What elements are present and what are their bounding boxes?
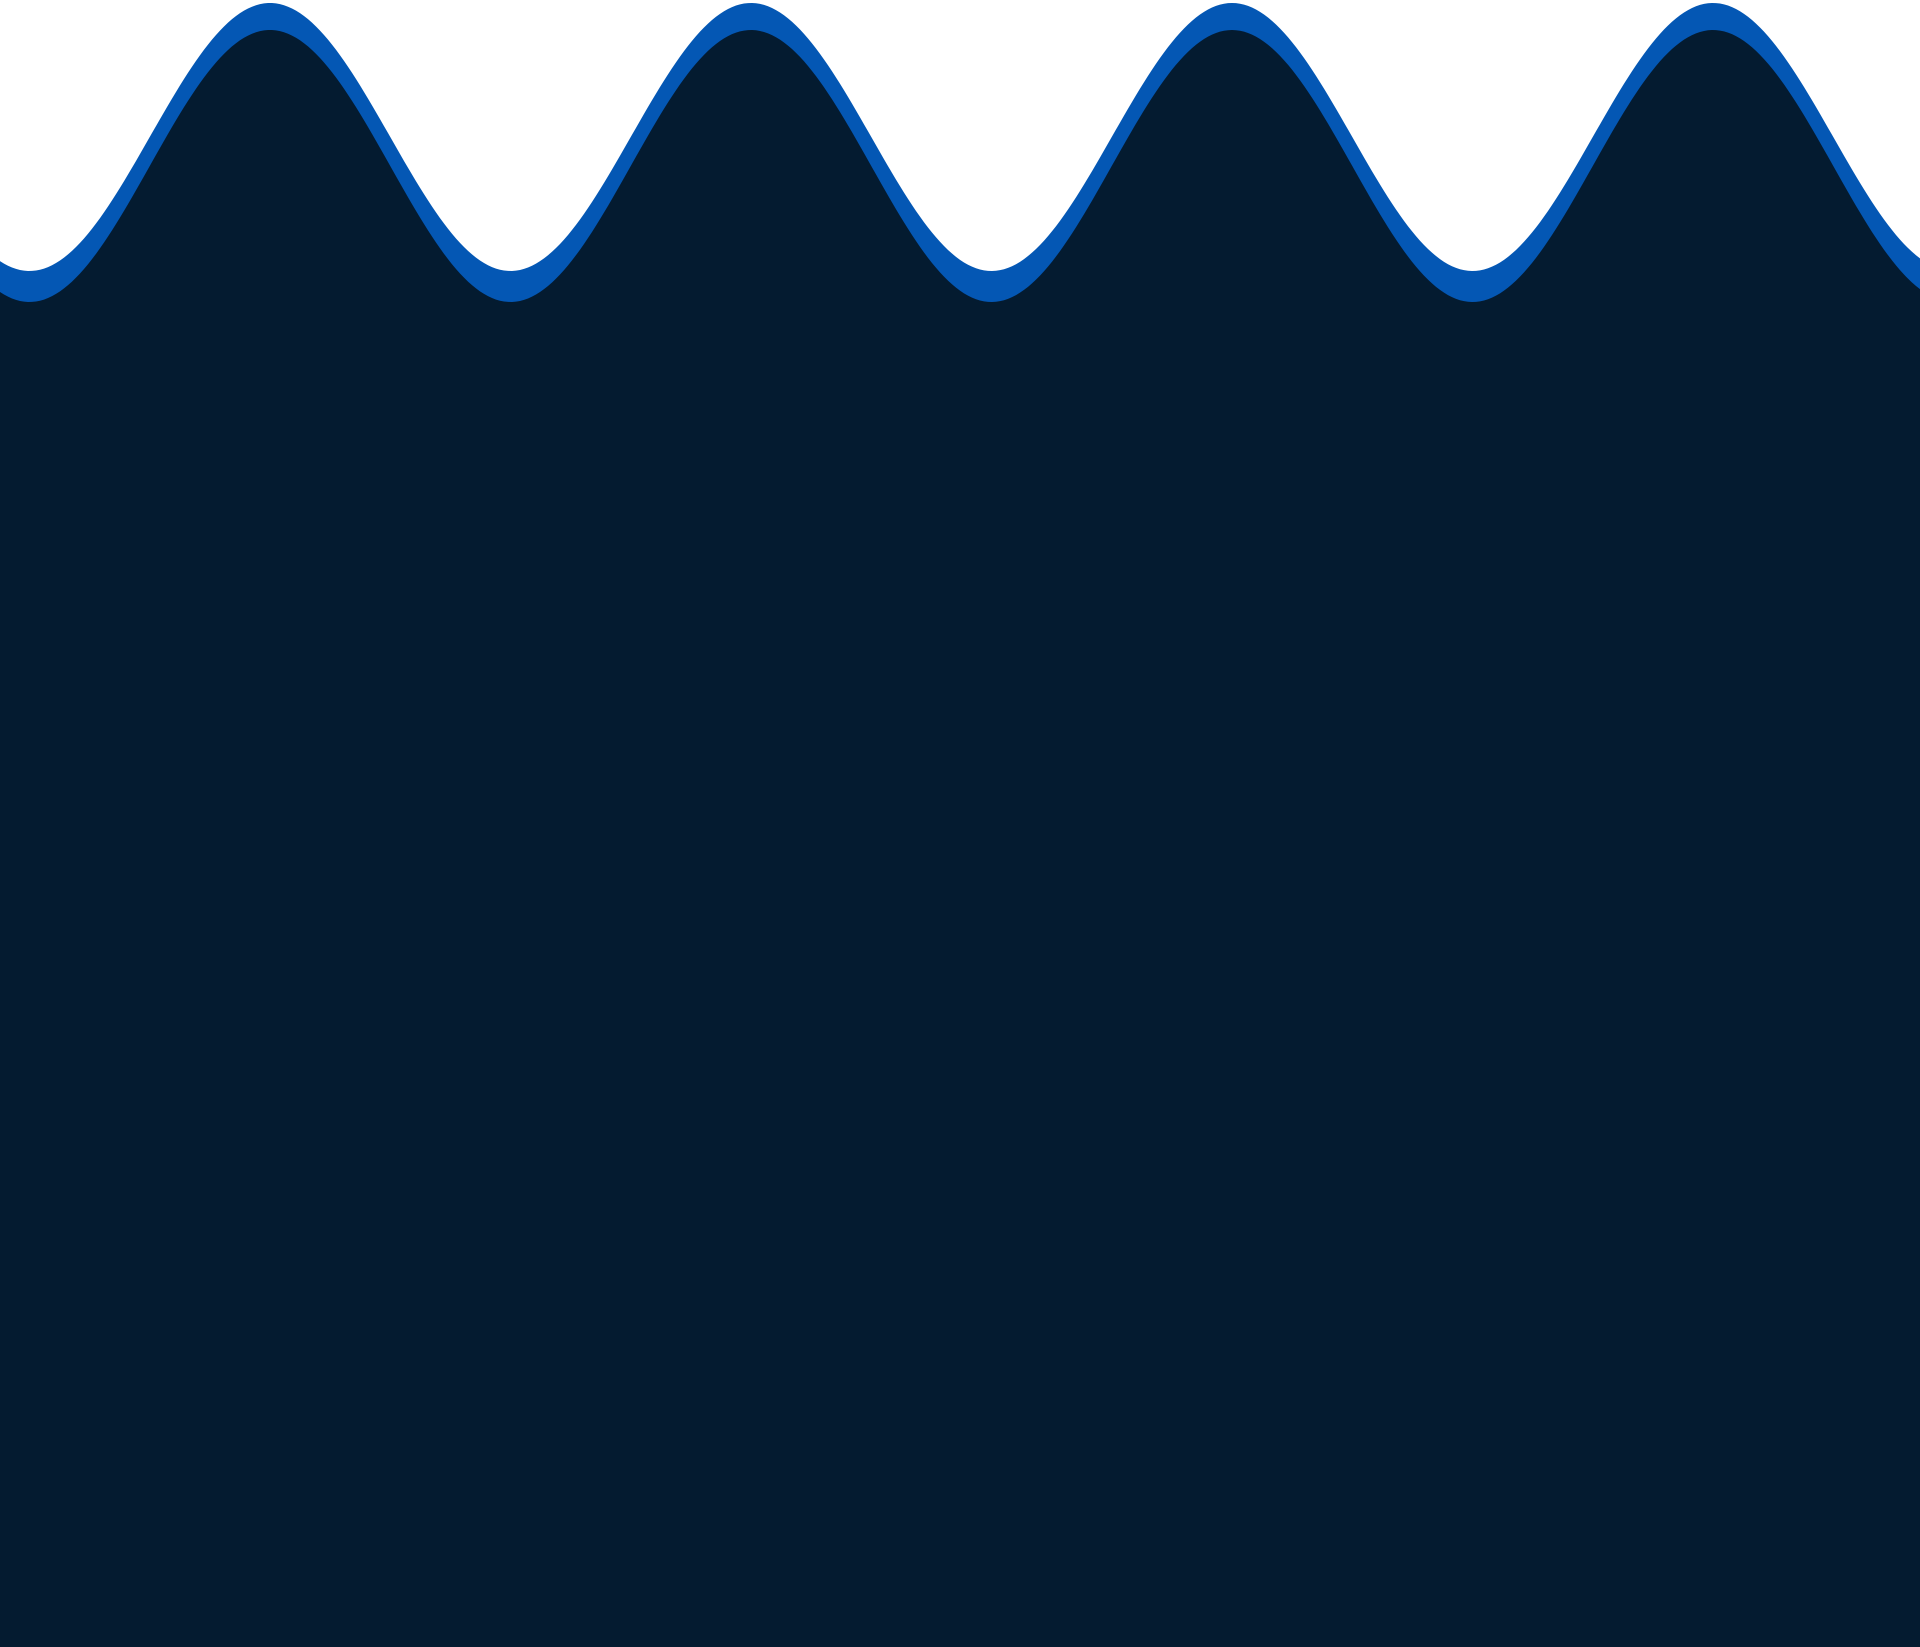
- dark-panel: [0, 30, 1920, 1647]
